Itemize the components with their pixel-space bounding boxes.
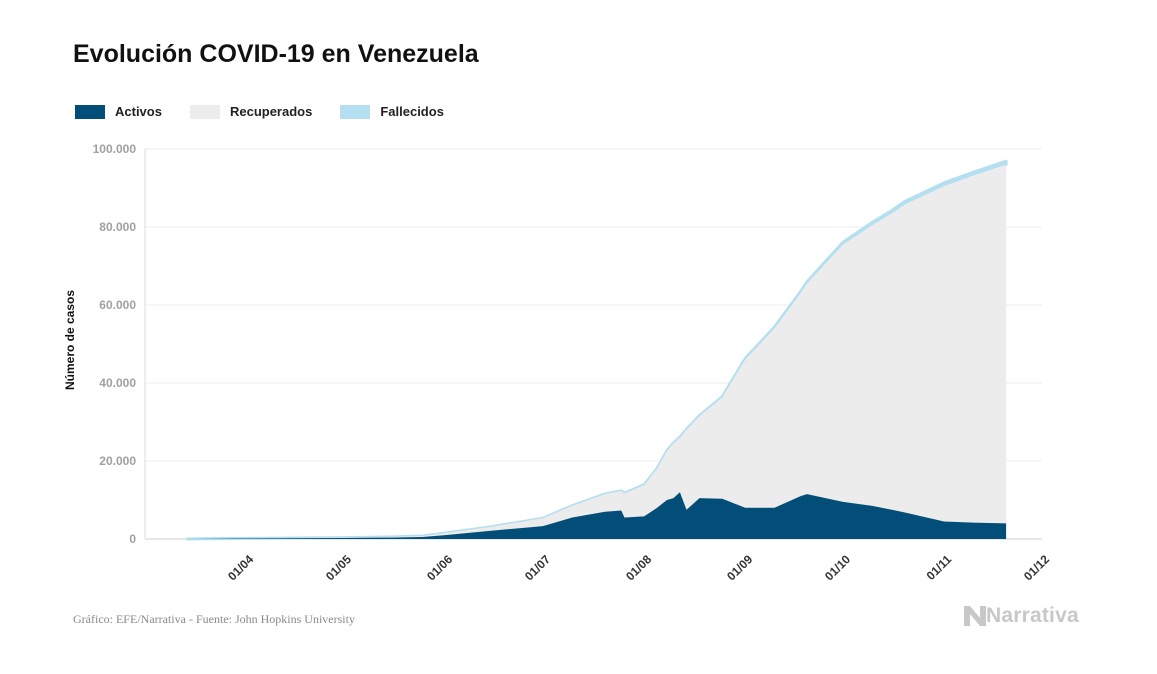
legend-swatch-activos [75,104,105,119]
x-tick-label-0: 01/04 [225,552,256,583]
x-tick-label-8: 01/12 [1021,552,1052,583]
legend: Activos Recuperados Fallecidos [75,104,472,119]
x-tick-label-2: 01/06 [424,552,455,583]
y-axis-ticks: 0 20.000 40.000 60.000 80.000 100.000 [93,142,137,546]
y-tick-label-1: 20.000 [99,454,136,468]
legend-swatch-recuperados [189,104,220,119]
narrativa-logo-text: Narrativa [986,604,1079,627]
legend-label-recuperados: Recuperados [229,104,313,119]
x-tick-label-1: 01/05 [323,552,354,583]
area-activos [187,492,1007,539]
legend-label-activos: Activos [115,104,162,119]
x-tick-label-4: 01/08 [623,552,654,583]
x-tick-label-3: 01/07 [522,552,553,583]
chart-title: Evolución COVID-19 en Venezuela [73,40,479,68]
x-axis-ticks: 01/04 01/05 01/06 01/07 01/08 01/09 01/10 01/11… [225,552,1052,583]
legend-item-recuperados: Recuperados [189,104,313,119]
narrativa-logo-icon [964,606,986,626]
legend-label-fallecidos: Fallecidos [380,104,444,119]
y-tick-label-2: 40.000 [99,376,136,390]
x-tick-label-6: 01/10 [822,552,853,583]
legend-item-fallecidos: Fallecidos [340,104,444,119]
legend-item-activos: Activos [75,104,162,119]
area-recuperados [187,164,1007,539]
y-tick-label-3: 60.000 [99,298,136,312]
area-fallecidos [185,159,1008,541]
y-tick-label-0: 0 [129,532,136,546]
series-areas [185,159,1008,541]
y-tick-label-5: 100.000 [93,142,137,156]
source-note: Gráfico: EFE/Narrativa - Fuente: John Ho… [73,612,355,626]
y-tick-label-4: 80.000 [99,220,136,234]
narrativa-logo: Narrativa [964,604,1079,628]
x-tick-label-7: 01/11 [924,552,955,583]
x-tick-label-5: 01/09 [724,552,755,583]
legend-swatch-fallecidos [340,104,371,119]
